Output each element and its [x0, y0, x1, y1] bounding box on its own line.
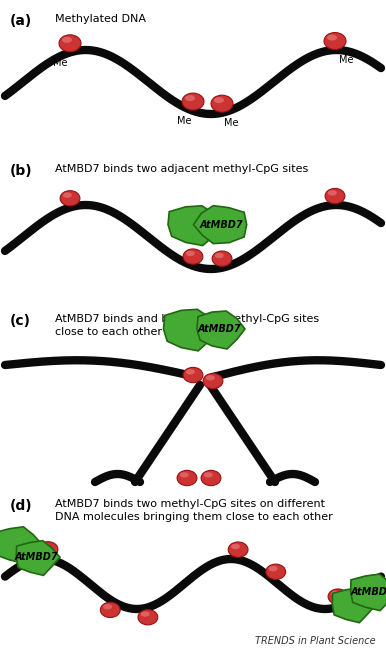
Ellipse shape — [325, 188, 345, 203]
Text: (b): (b) — [10, 164, 33, 178]
Ellipse shape — [212, 251, 232, 266]
Ellipse shape — [62, 37, 72, 43]
Text: Me: Me — [224, 117, 239, 128]
Ellipse shape — [103, 604, 112, 610]
Ellipse shape — [228, 542, 248, 557]
Ellipse shape — [203, 374, 223, 389]
Ellipse shape — [269, 566, 278, 571]
Ellipse shape — [141, 612, 150, 617]
Polygon shape — [332, 588, 376, 623]
Ellipse shape — [211, 95, 233, 112]
Text: AtMBD7: AtMBD7 — [200, 220, 243, 230]
Ellipse shape — [138, 610, 158, 625]
Text: (c): (c) — [10, 314, 31, 328]
Text: Me: Me — [53, 58, 68, 68]
Ellipse shape — [266, 564, 286, 580]
Text: AtMBD7 binds two methyl-CpG sites on different
DNA molecules bringing them close: AtMBD7 binds two methyl-CpG sites on dif… — [55, 499, 333, 522]
Ellipse shape — [331, 591, 340, 596]
Ellipse shape — [324, 33, 346, 50]
Ellipse shape — [215, 253, 224, 258]
Ellipse shape — [59, 35, 81, 52]
Text: Me: Me — [177, 115, 191, 126]
Ellipse shape — [41, 544, 50, 549]
Ellipse shape — [328, 589, 348, 604]
Polygon shape — [168, 206, 223, 246]
Ellipse shape — [38, 542, 58, 557]
Ellipse shape — [328, 190, 337, 196]
Text: AtMBD7 binds two adjacent methyl-CpG sites: AtMBD7 binds two adjacent methyl-CpG sit… — [55, 164, 308, 174]
Text: AtMBD7 binds and brings two methyl-CpG sites
close to each other: AtMBD7 binds and brings two methyl-CpG s… — [55, 314, 319, 337]
Ellipse shape — [327, 35, 337, 40]
Text: AtMBD7: AtMBD7 — [14, 552, 58, 562]
Ellipse shape — [183, 367, 203, 383]
Ellipse shape — [63, 192, 72, 198]
Ellipse shape — [185, 95, 195, 101]
Ellipse shape — [180, 472, 189, 477]
Ellipse shape — [214, 97, 224, 103]
Ellipse shape — [186, 369, 195, 374]
Text: (d): (d) — [10, 499, 33, 513]
Polygon shape — [350, 574, 386, 611]
Text: AtMBD7: AtMBD7 — [197, 324, 241, 334]
Polygon shape — [193, 205, 247, 244]
Polygon shape — [164, 309, 219, 351]
Text: TRENDS in Plant Science: TRENDS in Plant Science — [256, 636, 376, 646]
Ellipse shape — [183, 249, 203, 264]
Polygon shape — [16, 541, 60, 575]
Polygon shape — [197, 311, 245, 349]
Ellipse shape — [231, 544, 240, 549]
Text: AtMBD7: AtMBD7 — [350, 587, 386, 597]
Text: (a): (a) — [10, 14, 32, 28]
Ellipse shape — [100, 602, 120, 617]
Ellipse shape — [206, 375, 215, 381]
Ellipse shape — [60, 190, 80, 206]
Ellipse shape — [204, 472, 213, 477]
Ellipse shape — [177, 470, 197, 486]
Text: Me: Me — [339, 55, 354, 65]
Polygon shape — [0, 527, 42, 563]
Ellipse shape — [186, 251, 195, 256]
Text: Methylated DNA: Methylated DNA — [55, 14, 146, 24]
Ellipse shape — [182, 93, 204, 110]
Ellipse shape — [201, 470, 221, 486]
